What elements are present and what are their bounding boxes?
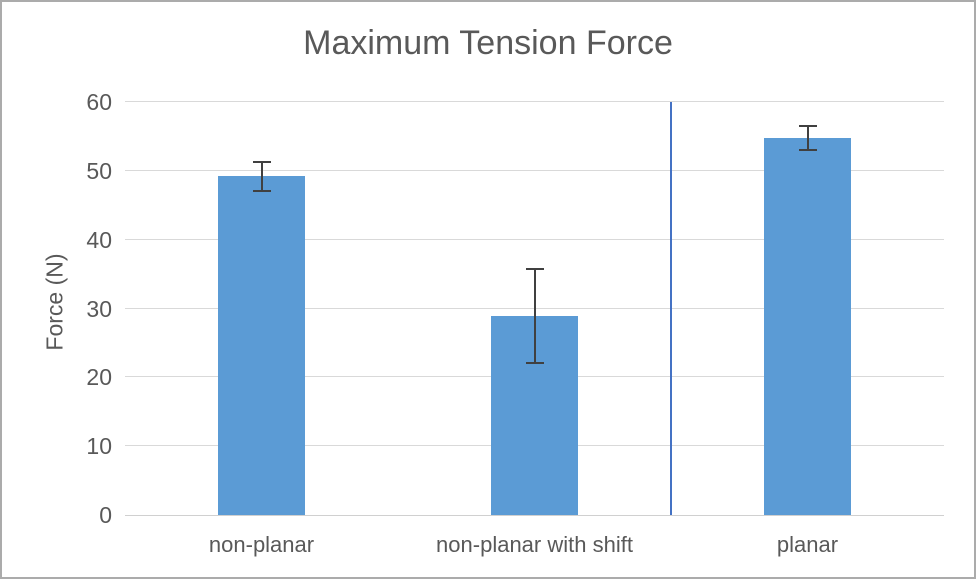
x-axis-line xyxy=(125,515,944,516)
y-tick-label: 30 xyxy=(86,295,112,322)
error-bar-bottom-cap xyxy=(252,189,271,192)
plot-area xyxy=(125,101,944,516)
error-bar-bottom-cap xyxy=(798,148,817,151)
error-bar xyxy=(806,124,809,151)
y-tick-label: 60 xyxy=(86,89,112,115)
separator-line xyxy=(670,102,672,515)
y-tick-label: 50 xyxy=(86,157,112,184)
chart-title: Maximum Tension Force xyxy=(303,24,673,62)
bar xyxy=(218,176,305,515)
error-bar-top-cap xyxy=(798,124,817,127)
x-tick-label: non-planar with shift xyxy=(436,532,633,557)
error-bar-bottom-cap xyxy=(525,362,544,365)
error-bar xyxy=(533,267,536,365)
gridline xyxy=(125,169,944,171)
x-tick-label: non-planar xyxy=(208,532,315,557)
y-tick-label: 10 xyxy=(86,433,112,460)
y-tick-label: 20 xyxy=(86,364,112,391)
error-bar xyxy=(260,161,263,192)
bar xyxy=(764,137,851,515)
gridline xyxy=(125,101,944,102)
y-tick-label: 0 xyxy=(99,502,112,528)
error-bar-top-cap xyxy=(252,161,271,164)
y-tick-label: 40 xyxy=(86,226,112,253)
x-tick-label: planar xyxy=(776,532,839,557)
error-bar-top-cap xyxy=(525,267,544,270)
gridline xyxy=(125,238,944,240)
